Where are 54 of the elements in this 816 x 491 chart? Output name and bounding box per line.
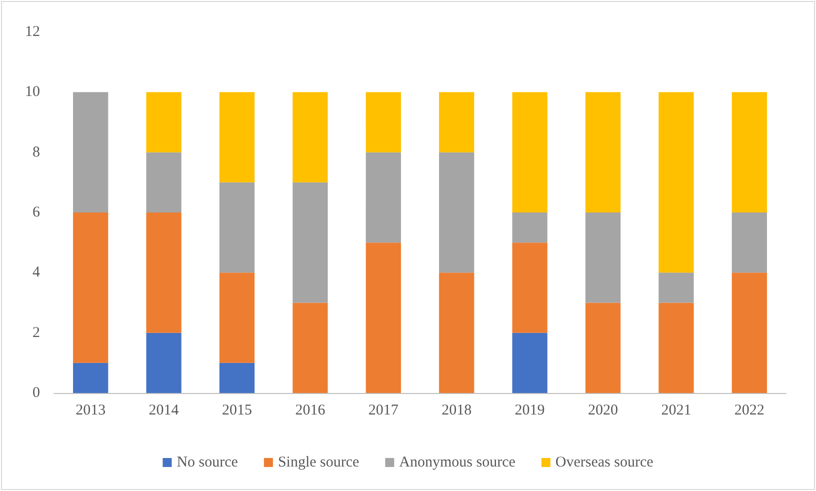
bar (219, 182, 255, 273)
y-tick-label: 0 (32, 385, 40, 401)
y-tick-label: 6 (32, 204, 40, 220)
bar (73, 212, 108, 363)
bar (585, 92, 621, 212)
bar (585, 212, 621, 303)
x-tick-label: 2015 (222, 402, 252, 418)
x-tick-label: 2014 (148, 402, 180, 418)
x-tick-label: 2013 (76, 402, 106, 418)
bar (512, 92, 548, 212)
bar (732, 272, 767, 393)
bar (366, 152, 401, 243)
bar (146, 212, 182, 333)
y-tick-label: 4 (32, 264, 40, 281)
y-tick-label: 8 (32, 144, 40, 160)
x-tick-label: 2018 (442, 402, 472, 418)
bar (146, 92, 182, 152)
legend-label: Anonymous source (399, 454, 516, 470)
bar (366, 92, 401, 152)
bar (366, 242, 401, 393)
bar (585, 302, 621, 393)
x-tick-label: 2022 (734, 402, 764, 418)
bar (439, 92, 474, 152)
bar (73, 92, 108, 212)
bar (219, 92, 255, 182)
bar (512, 332, 548, 393)
bar (439, 272, 474, 393)
bar (219, 362, 255, 393)
x-tick-label: 2019 (514, 402, 545, 418)
y-tick-label: 12 (25, 24, 40, 40)
bar (512, 212, 548, 243)
bar (292, 92, 328, 182)
bar (146, 152, 182, 212)
bar (146, 332, 182, 393)
legend-label: Single source (278, 454, 360, 470)
legend-label: Overseas source (555, 454, 654, 470)
bar (658, 302, 694, 393)
bar (292, 302, 328, 393)
y-tick-label: 10 (25, 84, 40, 100)
x-tick-label: 2021 (661, 402, 692, 418)
x-tick-label: 2020 (588, 402, 618, 418)
bar (73, 362, 108, 393)
bar (512, 242, 548, 333)
bar (658, 92, 694, 273)
bar (439, 152, 474, 273)
x-tick-label: 2016 (295, 402, 326, 418)
y-tick-label: 2 (32, 324, 40, 341)
x-tick-label: 2017 (368, 402, 399, 418)
bar (658, 272, 694, 303)
bar (292, 182, 328, 303)
bar (732, 212, 767, 273)
bar (219, 272, 255, 363)
bar (732, 92, 767, 212)
legend-label: No source (176, 454, 238, 470)
